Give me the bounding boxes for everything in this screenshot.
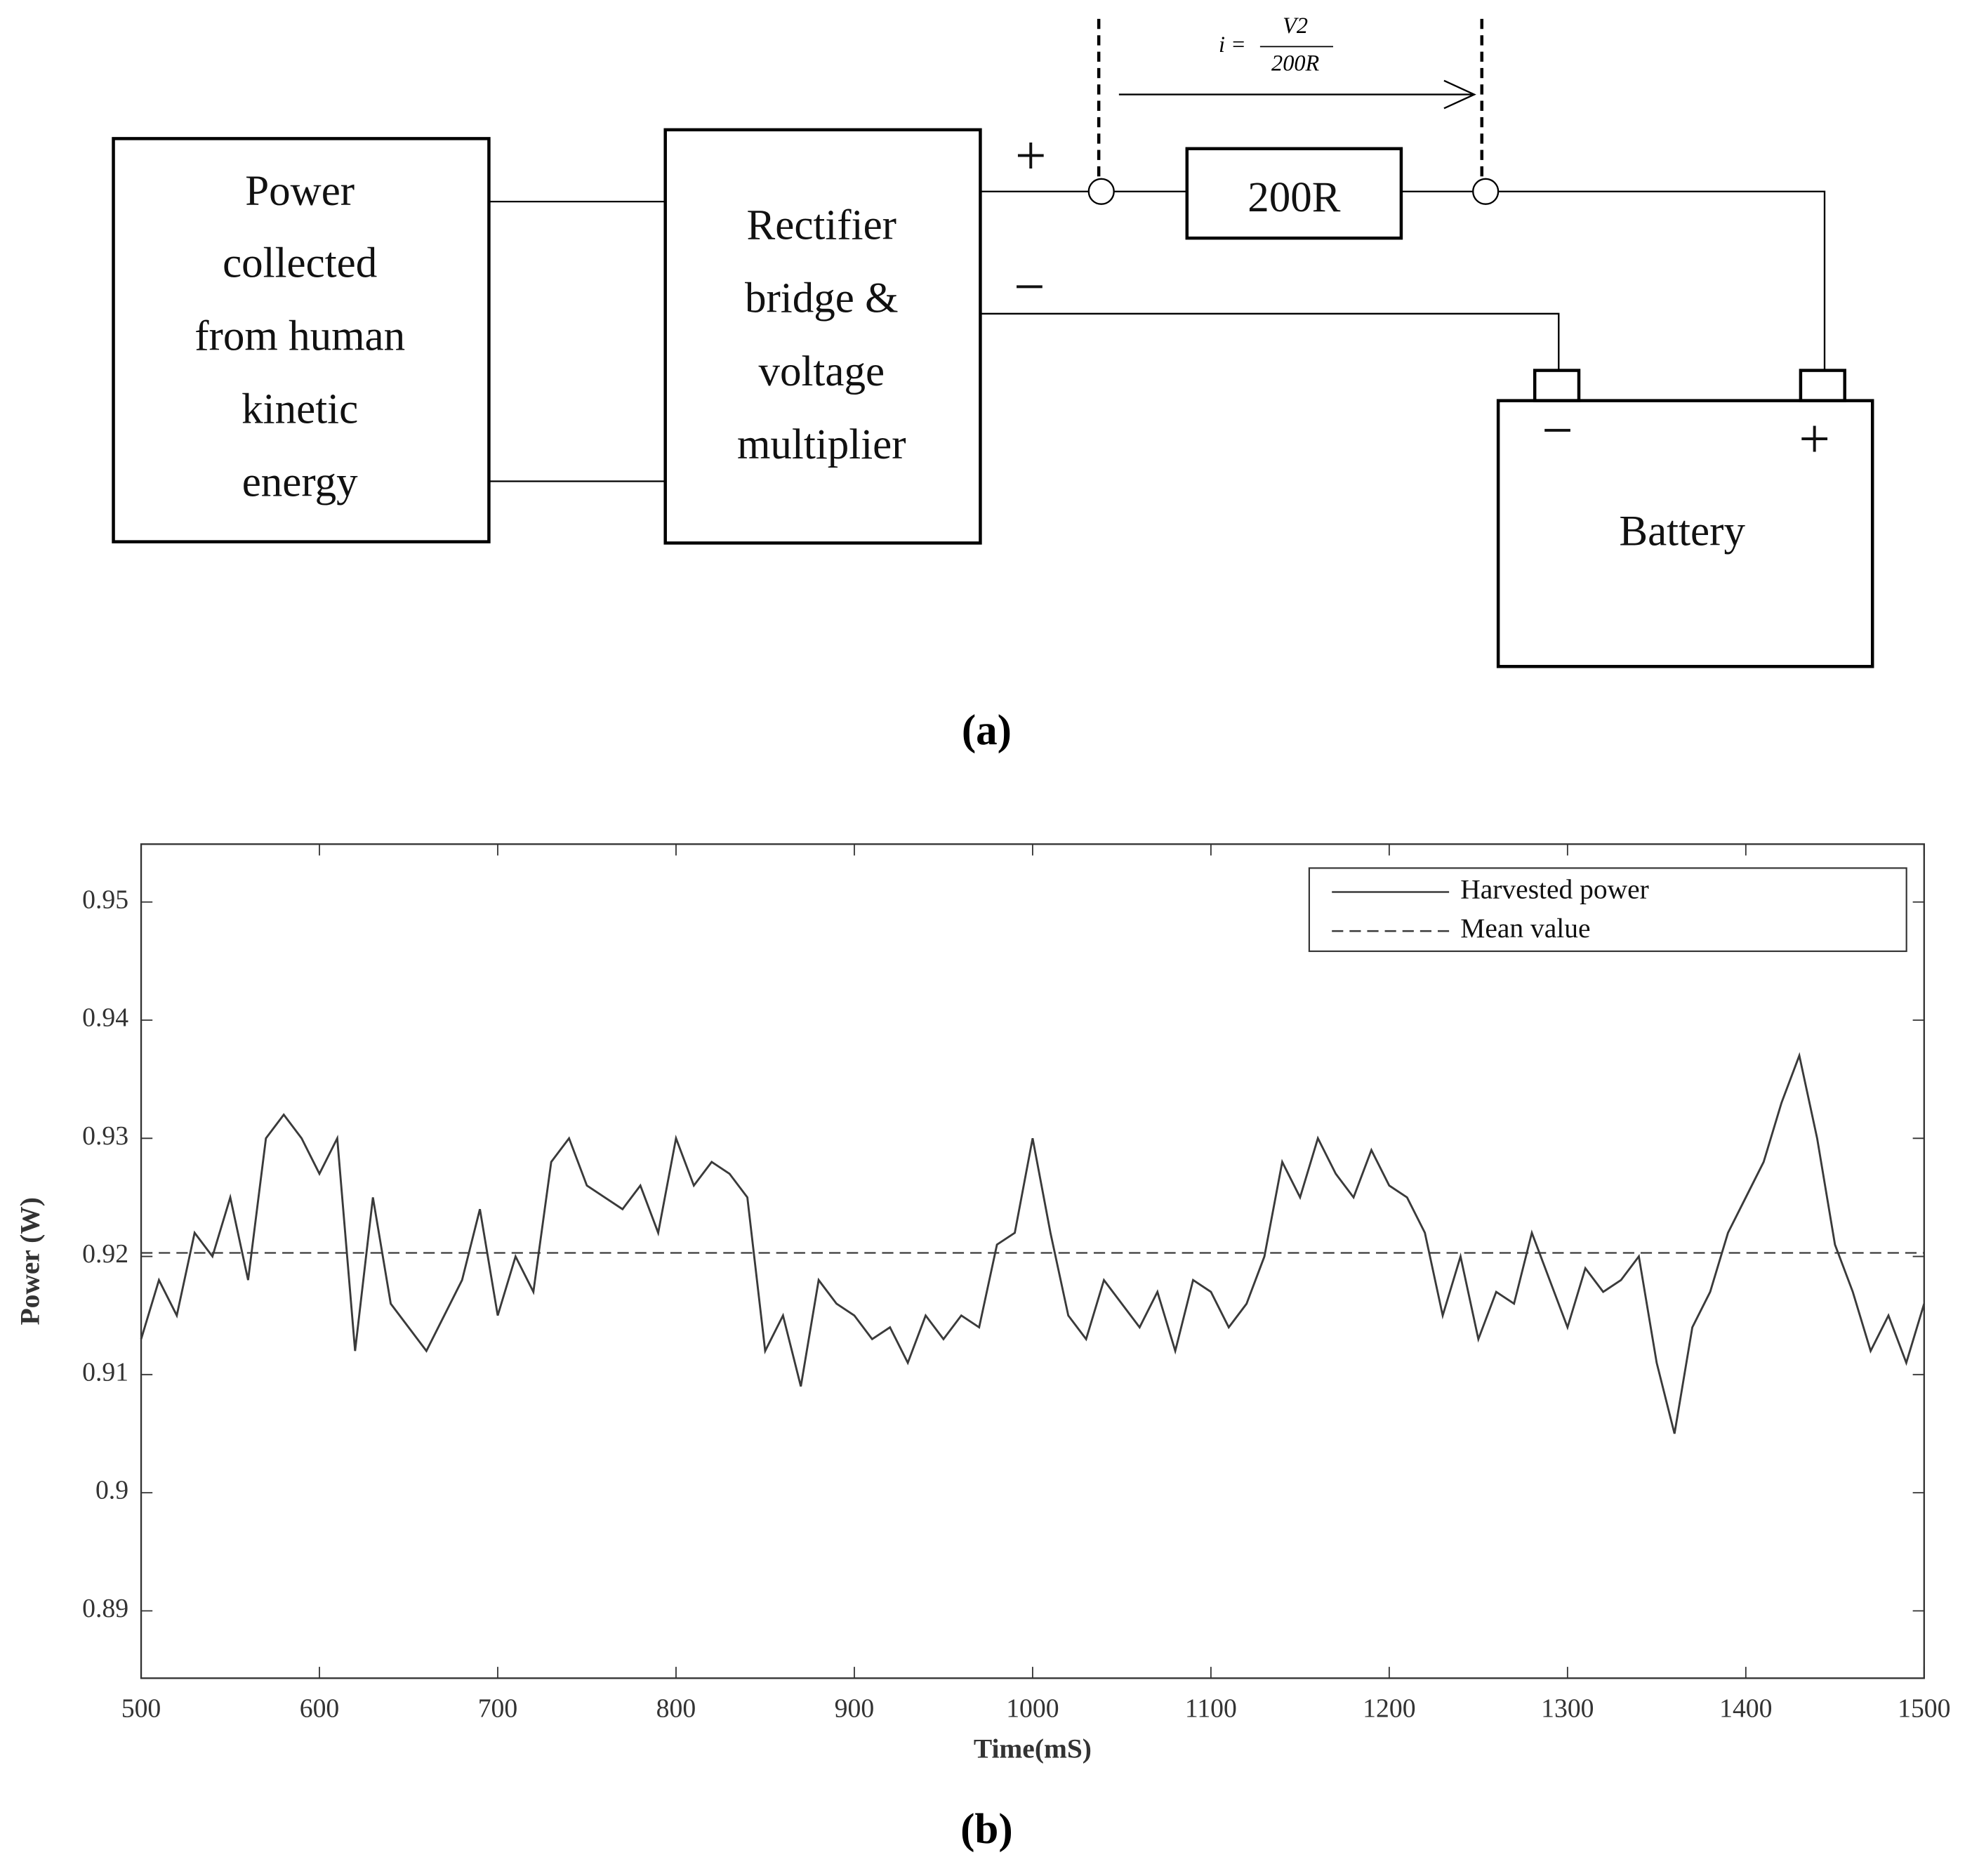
x-axis-label: Time(mS) bbox=[974, 1733, 1092, 1764]
source-text: Power bbox=[245, 168, 355, 215]
data-line bbox=[140, 1052, 1926, 1434]
source-text: collected bbox=[223, 239, 377, 286]
x-tick-label: 1400 bbox=[1719, 1694, 1772, 1724]
converter-text: voltage bbox=[758, 348, 885, 395]
source-text: energy bbox=[242, 459, 358, 506]
converter-box bbox=[663, 128, 982, 545]
converter-text: bridge & bbox=[745, 275, 899, 322]
x-tick-label: 500 bbox=[121, 1694, 161, 1724]
legend-box bbox=[1308, 867, 1907, 952]
y-tick-label: 0.9 bbox=[95, 1476, 128, 1505]
x-tick-label: 1500 bbox=[1898, 1694, 1950, 1724]
polarity: + bbox=[1015, 126, 1047, 187]
caption: (b) bbox=[960, 1806, 1013, 1853]
battery-terminal bbox=[1799, 369, 1846, 402]
y-axis-label: Power (W) bbox=[15, 1197, 46, 1325]
x-tick-label: 1300 bbox=[1541, 1694, 1594, 1724]
probe-node bbox=[1472, 178, 1500, 205]
x-tick-label: 800 bbox=[656, 1694, 696, 1724]
formula-denominator: 200R bbox=[1271, 51, 1319, 76]
y-tick-label: 0.93 bbox=[82, 1121, 128, 1151]
source-text: from human bbox=[194, 313, 405, 360]
x-tick-label: 1100 bbox=[1185, 1694, 1237, 1724]
probe-node bbox=[1087, 178, 1115, 205]
chart: 0.89 0.9 0.91 0.92 0.93 0.94 0.95 500 600 700 800 9… bbox=[15, 843, 1950, 1853]
resistor bbox=[1185, 147, 1403, 240]
x-tick-label: 1200 bbox=[1363, 1694, 1415, 1724]
x-tick-label: 900 bbox=[835, 1694, 875, 1724]
converter-text: multiplier bbox=[737, 421, 906, 468]
formula-numerator: V2 bbox=[1283, 13, 1308, 38]
source-text: kinetic bbox=[241, 386, 358, 433]
x-tick-label: 600 bbox=[300, 1694, 340, 1724]
y-tick-label: 0.92 bbox=[82, 1239, 128, 1269]
circuit-diagram: Power collected from human kinetic energ… bbox=[112, 13, 1874, 754]
wire bbox=[980, 190, 1826, 371]
polarity: − bbox=[1542, 400, 1573, 461]
resistor-label: 200R bbox=[1248, 174, 1341, 221]
x-tick-label: 1000 bbox=[1006, 1694, 1059, 1724]
battery-terminal bbox=[1533, 369, 1581, 402]
source-box bbox=[112, 137, 491, 543]
current-arrow bbox=[1118, 79, 1476, 110]
y-tick-label: 0.94 bbox=[82, 1003, 128, 1033]
x-tick-label: 700 bbox=[478, 1694, 518, 1724]
y-tick-label: 0.95 bbox=[82, 885, 128, 914]
legend-label: Harvested power bbox=[1460, 874, 1649, 905]
legend-label: Mean value bbox=[1460, 913, 1590, 944]
battery-label: Battery bbox=[1619, 508, 1745, 555]
caption: (a) bbox=[962, 707, 1012, 754]
battery bbox=[1496, 399, 1874, 668]
y-tick-label: 0.89 bbox=[82, 1594, 128, 1623]
converter-text: Rectifier bbox=[747, 202, 896, 249]
probe-line bbox=[1097, 18, 1484, 177]
y-tick-label: 0.91 bbox=[82, 1357, 128, 1387]
polarity: − bbox=[1014, 256, 1045, 317]
formula-lhs: i = bbox=[1219, 32, 1246, 57]
polarity: + bbox=[1799, 409, 1830, 470]
plot-frame bbox=[140, 843, 1925, 1679]
wire bbox=[489, 200, 666, 482]
